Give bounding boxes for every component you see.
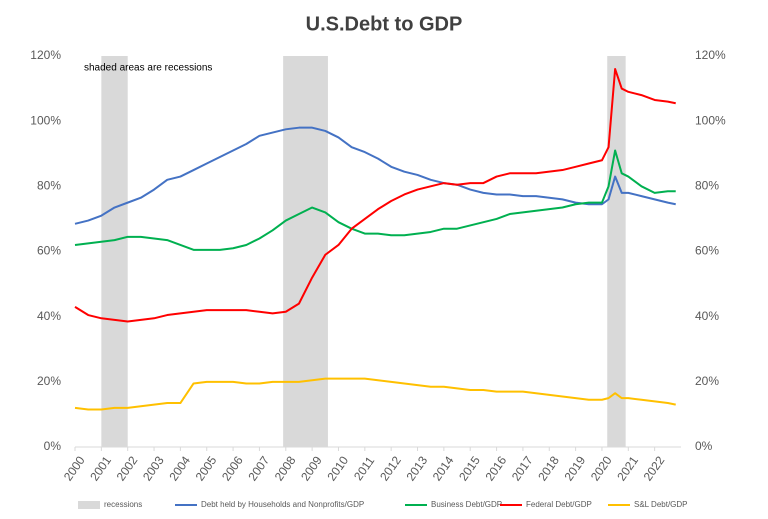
- y-tick-label: 60%: [37, 244, 61, 258]
- recession-band: [283, 56, 328, 447]
- y-tick-label: 100%: [30, 113, 61, 127]
- y2-tick-label: 80%: [695, 179, 719, 193]
- chart-title: U.S.Debt to GDP: [306, 13, 463, 35]
- y-tick-label: 0%: [44, 439, 62, 453]
- y2-tick-label: 0%: [695, 439, 713, 453]
- annotation: shaded areas are recessions: [84, 63, 212, 74]
- recession-band: [607, 56, 626, 447]
- y2-tick-label: 60%: [695, 244, 719, 258]
- legend-label: recessions: [104, 500, 142, 509]
- legend-label: Debt held by Households and Nonprofits/G…: [201, 500, 364, 509]
- y-tick-label: 40%: [37, 309, 61, 323]
- y2-tick-label: 40%: [695, 309, 719, 323]
- series-line: [74, 126, 676, 225]
- legend-swatch: [78, 501, 100, 509]
- recession-band: [101, 56, 128, 447]
- y-tick-label: 120%: [30, 48, 61, 62]
- series-line: [74, 149, 676, 251]
- series-line: [74, 377, 676, 411]
- y-tick-label: 20%: [37, 374, 61, 388]
- legend-label: S&L Debt/GDP: [634, 500, 688, 509]
- legend-label: Federal Debt/GDP: [526, 500, 592, 509]
- y2-tick-label: 100%: [695, 113, 726, 127]
- y2-tick-label: 20%: [695, 374, 719, 388]
- series-line: [74, 68, 676, 323]
- y-tick-label: 80%: [37, 179, 61, 193]
- legend-label: Business Debt/GDP: [431, 500, 502, 509]
- y2-tick-label: 120%: [695, 48, 726, 62]
